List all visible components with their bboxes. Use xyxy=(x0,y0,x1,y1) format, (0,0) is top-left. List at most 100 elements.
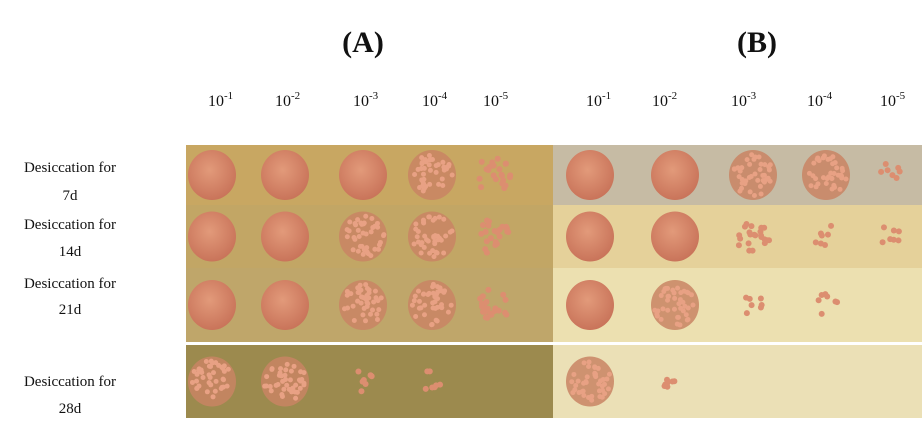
colony xyxy=(809,183,814,188)
colony xyxy=(375,317,380,322)
colony xyxy=(431,306,436,311)
colony xyxy=(379,295,384,300)
colony xyxy=(891,227,897,233)
colony xyxy=(883,161,889,167)
colony xyxy=(815,157,820,162)
panel-label: (A) xyxy=(342,26,384,59)
colony xyxy=(666,294,671,299)
colony xyxy=(361,221,366,226)
colony xyxy=(488,312,494,318)
colony xyxy=(587,360,592,365)
colony xyxy=(483,299,489,305)
colony xyxy=(484,250,490,256)
colony xyxy=(363,214,368,219)
colony xyxy=(416,289,421,294)
colony xyxy=(278,366,283,371)
colony xyxy=(896,237,902,243)
colony xyxy=(427,162,432,167)
colony xyxy=(751,157,756,162)
colony xyxy=(416,240,421,245)
colony xyxy=(655,314,660,319)
colony xyxy=(894,175,900,181)
colony xyxy=(597,388,602,393)
colony xyxy=(477,176,483,182)
colony xyxy=(569,379,574,384)
colony xyxy=(762,240,768,246)
dilution-exponent: -3 xyxy=(369,90,379,102)
colony xyxy=(421,292,426,297)
row-label: Desiccation for xyxy=(24,160,116,176)
dilution-label: 10-5 xyxy=(483,90,509,110)
colony xyxy=(413,221,418,226)
colony xyxy=(413,294,418,299)
colony xyxy=(896,228,902,234)
colony xyxy=(443,233,448,238)
colony xyxy=(358,244,363,249)
colony xyxy=(287,387,292,392)
colony xyxy=(368,372,374,378)
colony xyxy=(279,373,284,378)
colony xyxy=(410,303,415,308)
colony-spot xyxy=(188,150,236,200)
colony xyxy=(413,227,418,232)
colony xyxy=(441,217,446,222)
colony xyxy=(816,297,822,303)
colony xyxy=(269,367,274,372)
dilution-base: 10 xyxy=(807,93,823,110)
colony xyxy=(434,170,439,175)
colony xyxy=(364,245,369,250)
colony xyxy=(572,387,577,392)
colony xyxy=(573,383,578,388)
colony xyxy=(419,250,424,255)
colony xyxy=(423,386,429,392)
colony xyxy=(342,306,347,311)
colony xyxy=(752,193,757,198)
colony xyxy=(419,161,424,166)
colony xyxy=(419,166,424,171)
colony xyxy=(199,370,204,375)
colony-spot xyxy=(651,150,699,200)
dilution-label: 10-1 xyxy=(208,90,233,110)
colony xyxy=(503,161,509,167)
colony xyxy=(355,368,361,374)
colony xyxy=(840,168,845,173)
colony xyxy=(747,162,752,167)
colony xyxy=(828,223,834,229)
colony xyxy=(357,234,362,239)
colony xyxy=(750,248,756,254)
colony xyxy=(819,311,825,317)
dilution-base: 10 xyxy=(353,93,369,110)
colony-spot xyxy=(261,212,309,262)
colony xyxy=(435,296,440,301)
colony xyxy=(881,224,887,230)
colony-spot xyxy=(261,150,309,200)
colony xyxy=(824,181,829,186)
colony xyxy=(485,287,491,293)
colony xyxy=(435,284,440,289)
colony xyxy=(503,297,509,303)
colony xyxy=(436,162,441,167)
colony xyxy=(818,231,824,237)
colony xyxy=(195,372,200,377)
colony xyxy=(496,166,502,172)
colony xyxy=(208,375,213,380)
colony xyxy=(878,169,884,175)
colony xyxy=(758,184,763,189)
colony xyxy=(495,156,501,162)
colony xyxy=(363,381,369,387)
colony xyxy=(368,312,373,317)
colony xyxy=(292,364,297,369)
colony xyxy=(897,169,903,175)
dilution-exponent: -1 xyxy=(224,90,233,102)
colony xyxy=(758,295,764,301)
colony xyxy=(593,374,598,379)
colony xyxy=(479,159,485,165)
colony xyxy=(810,173,815,178)
colony xyxy=(276,382,281,387)
colony xyxy=(430,157,435,162)
colony xyxy=(758,305,764,311)
colony xyxy=(758,167,763,172)
colony xyxy=(375,225,380,230)
colony-spot xyxy=(188,212,236,262)
row-label: 21d xyxy=(59,302,82,318)
